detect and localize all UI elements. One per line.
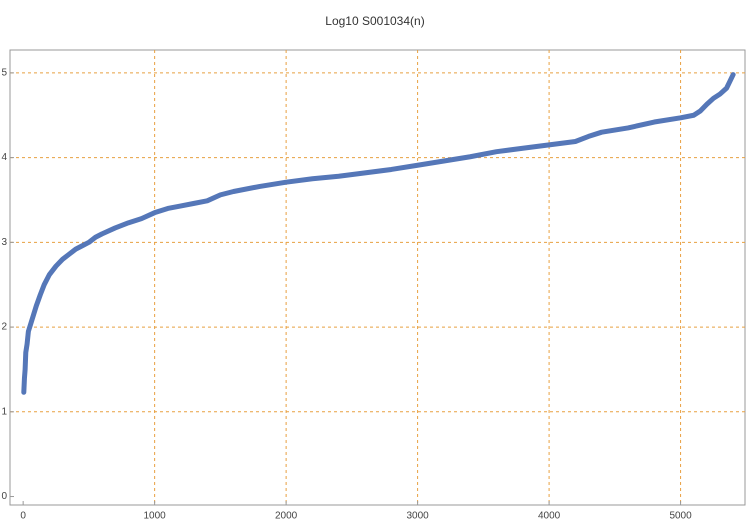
- y-tick-label: 3: [1, 237, 7, 248]
- x-tick-label: 1000: [144, 511, 167, 522]
- x-tick-label: 4000: [538, 511, 561, 522]
- data-line: [21, 72, 736, 395]
- y-tick-label: 4: [1, 152, 7, 163]
- chart-title: Log10 S001034(n): [325, 14, 424, 28]
- y-tick-label: 2: [1, 322, 7, 333]
- x-tick-label: 3000: [406, 511, 429, 522]
- y-tick-label: 1: [1, 406, 7, 417]
- x-tick-label: 5000: [669, 511, 692, 522]
- x-tick-label: 0: [20, 511, 26, 522]
- y-tick-label: 5: [1, 68, 7, 79]
- plot-frame: [9, 49, 746, 506]
- x-tick-label: 2000: [275, 511, 298, 522]
- y-tick-label: 0: [1, 491, 7, 502]
